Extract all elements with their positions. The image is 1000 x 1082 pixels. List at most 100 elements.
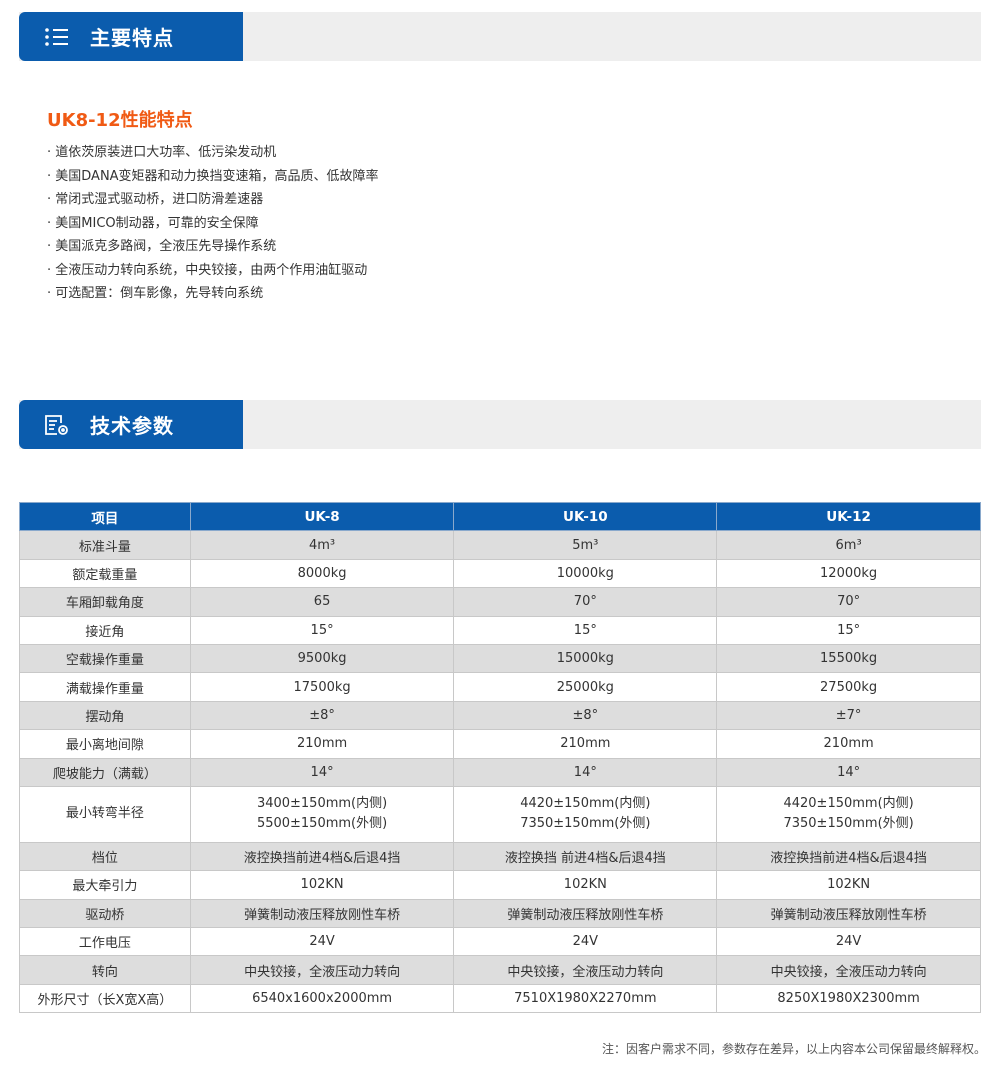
table-cell: 14° — [189, 757, 455, 787]
column-header: 项目 — [19, 501, 191, 532]
table-header-row: 项目 UK-8 UK-10 UK-12 — [19, 501, 981, 532]
table-cell: 70° — [716, 587, 981, 617]
table-cell: 65 — [189, 587, 455, 617]
row-label: 外形尺寸（长X宽X高） — [19, 983, 191, 1014]
table-cell: 6m³ — [716, 530, 981, 560]
row-label: 标准斗量 — [19, 530, 191, 560]
table-cell: 15500kg — [716, 643, 981, 674]
table-cell: 4420±150mm(内侧) 7350±150mm(外侧) — [716, 785, 981, 843]
table-cell: 8000kg — [189, 558, 455, 589]
table-cell: 102KN — [189, 870, 455, 900]
section-title: 主要特点 — [90, 26, 174, 50]
table-cell: 210mm — [716, 729, 981, 759]
table-cell: 中央铰接，全液压动力转向 — [716, 955, 981, 985]
table-cell: 27500kg — [716, 672, 981, 702]
row-label: 最大牵引力 — [19, 870, 191, 900]
features-list: · 道依茨原装进口大功率、低污染发动机 · 美国DANA变矩器和动力换挡变速箱，… — [47, 141, 379, 306]
table-cell: 14° — [716, 757, 981, 787]
row-label: 空载操作重量 — [19, 643, 191, 674]
table-cell: 210mm — [453, 729, 718, 759]
table-cell: 中央铰接，全液压动力转向 — [453, 955, 718, 985]
feature-item: · 常闭式湿式驱动桥，进口防滑差速器 — [47, 192, 264, 207]
table-row: 最大牵引力 102KN 102KN 102KN — [19, 870, 981, 900]
table-cell: 弹簧制动液压释放刚性车桥 — [189, 898, 455, 929]
row-label: 最小离地间隙 — [19, 729, 191, 759]
specs-table: 项目 UK-8 UK-10 UK-12 标准斗量 4m³ 5m³ 6m³ 额定载重量 80… — [19, 501, 981, 1014]
table-row: 摆动角 ±8° ±8° ±7° — [19, 700, 981, 731]
table-cell: 液控换挡 前进4档&后退4挡 — [453, 841, 718, 872]
feature-item: · 美国DANA变矩器和动力换挡变速箱，高品质、低故障率 — [47, 168, 379, 184]
row-label: 额定载重量 — [19, 558, 191, 589]
table-cell: 210mm — [189, 729, 455, 759]
row-label: 摆动角 — [19, 700, 191, 731]
row-label: 最小转弯半径 — [19, 785, 191, 843]
section-title: 技术参数 — [90, 414, 174, 438]
table-cell: 4420±150mm(内侧) 7350±150mm(外侧) — [453, 785, 718, 843]
table-cell: 8250X1980X2300mm — [716, 983, 981, 1014]
row-label: 满载操作重量 — [19, 672, 191, 702]
document-settings-icon — [45, 414, 68, 435]
row-label: 工作电压 — [19, 927, 191, 957]
table-cell: 102KN — [716, 870, 981, 900]
list-icon — [45, 27, 68, 46]
table-cell: 15000kg — [453, 643, 718, 674]
row-label: 档位 — [19, 841, 191, 872]
row-label: 接近角 — [19, 615, 191, 645]
table-cell: ±8° — [189, 700, 455, 731]
row-label: 车厢卸载角度 — [19, 587, 191, 617]
table-cell: 6540x1600x2000mm — [189, 983, 455, 1014]
column-header: UK-8 — [189, 501, 455, 532]
table-cell: 弹簧制动液压释放刚性车桥 — [453, 898, 718, 929]
features-title: UK8-12性能特点 — [47, 110, 193, 131]
feature-item: · 全液压动力转向系统，中央铰接，由两个作用油缸驱动 — [47, 262, 368, 278]
table-cell: 25000kg — [453, 672, 718, 702]
table-cell: 10000kg — [453, 558, 718, 589]
features-section-header: 主要特点 — [19, 12, 981, 61]
table-cell: 5m³ — [453, 530, 718, 560]
table-row: 接近角 15° 15° 15° — [19, 615, 981, 645]
feature-item: · 道依茨原装进口大功率、低污染发动机 — [47, 145, 277, 160]
table-cell: 液控换挡前进4档&后退4挡 — [716, 841, 981, 872]
table-cell: 4m³ — [189, 530, 455, 560]
row-label: 驱动桥 — [19, 898, 191, 929]
table-cell: 7510X1980X2270mm — [453, 983, 718, 1014]
feature-item: · 美国派克多路阀，全液压先导操作系统 — [47, 239, 277, 254]
features-tab: 主要特点 — [19, 12, 243, 61]
table-cell: 102KN — [453, 870, 718, 900]
table-row: 满载操作重量 17500kg 25000kg 27500kg — [19, 672, 981, 702]
table-row: 最小转弯半径 3400±150mm(内侧) 5500±150mm(外侧) 4420±… — [19, 785, 981, 843]
column-header: UK-12 — [716, 501, 981, 532]
column-header: UK-10 — [453, 501, 718, 532]
table-row: 档位 液控换挡前进4档&后退4挡 液控换挡 前进4档&后退4挡 液控换挡前进4档&后退… — [19, 841, 981, 872]
table-cell: 液控换挡前进4档&后退4挡 — [189, 841, 455, 872]
table-cell: 中央铰接，全液压动力转向 — [189, 955, 455, 985]
table-cell: 弹簧制动液压释放刚性车桥 — [716, 898, 981, 929]
table-row: 外形尺寸（长X宽X高） 6540x1600x2000mm 7510X1980X227… — [19, 983, 981, 1014]
table-cell: 15° — [716, 615, 981, 645]
table-row: 标准斗量 4m³ 5m³ 6m³ — [19, 530, 981, 560]
table-cell: ±8° — [453, 700, 718, 731]
feature-item: · 可选配置：倒车影像，先导转向系统 — [47, 286, 264, 301]
table-row: 驱动桥 弹簧制动液压释放刚性车桥 弹簧制动液压释放刚性车桥 弹簧制动液压释放刚性车桥 — [19, 898, 981, 929]
table-cell: 3400±150mm(内侧) 5500±150mm(外侧) — [189, 785, 455, 843]
table-cell: 17500kg — [189, 672, 455, 702]
table-cell: 9500kg — [189, 643, 455, 674]
table-row: 爬坡能力（满载） 14° 14° 14° — [19, 757, 981, 787]
row-label: 爬坡能力（满载） — [19, 757, 191, 787]
table-cell: ±7° — [716, 700, 981, 731]
specs-tab: 技术参数 — [19, 400, 243, 449]
table-row: 空载操作重量 9500kg 15000kg 15500kg — [19, 643, 981, 674]
specs-section-header: 技术参数 — [19, 400, 981, 449]
table-cell: 70° — [453, 587, 718, 617]
table-cell: 24V — [189, 927, 455, 957]
table-cell: 24V — [716, 927, 981, 957]
footnote: 注：因客户需求不同，参数存在差异，以上内容本公司保留最终解释权。 — [601, 1042, 986, 1056]
table-cell: 15° — [453, 615, 718, 645]
table-cell: 12000kg — [716, 558, 981, 589]
table-row: 转向 中央铰接，全液压动力转向 中央铰接，全液压动力转向 中央铰接，全液压动力转向 — [19, 955, 981, 985]
feature-item: · 美国MICO制动器，可靠的安全保障 — [47, 215, 259, 231]
row-label: 转向 — [19, 955, 191, 985]
table-row: 车厢卸载角度 65 70° 70° — [19, 587, 981, 617]
table-row: 工作电压 24V 24V 24V — [19, 927, 981, 957]
table-cell: 15° — [189, 615, 455, 645]
